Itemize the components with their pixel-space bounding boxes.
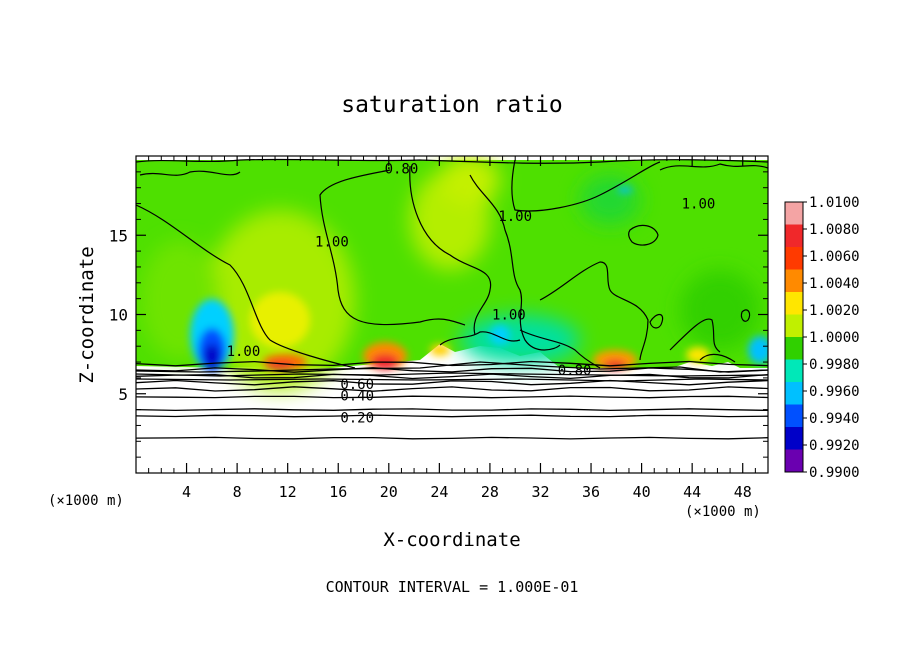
x-tick-label: 36 [582,483,600,501]
x-axis: 4 8 12 16 20 24 28 32 36 40 44 48 [148,156,756,501]
contour-line-low [136,395,768,399]
y-axis-label: Z-coordinate [76,246,98,383]
contour-label: 1.00 [227,344,261,360]
contour-interval-note: CONTOUR INTERVAL = 1.000E-01 [326,578,579,596]
lower-contours [136,360,768,440]
contour-label: 1.00 [498,209,532,225]
y-tick-label: 10 [109,306,128,325]
contour-label: 1.00 [682,197,716,213]
contour-line-low [136,379,768,386]
x-tick-label: 48 [734,483,752,501]
x-tick-label: 44 [683,483,701,501]
contour-line-low [136,367,768,373]
x-tick-label: 16 [329,483,347,501]
contour-label: 0.60 [340,377,374,393]
colorbar-swatch [785,337,803,360]
contour-line-low [136,414,768,418]
colorbar-swatch [785,269,803,293]
x-unit-right: (×1000 m) [685,504,761,520]
chart-title: saturation ratio [341,92,563,118]
contour-line-low [136,360,768,367]
colorbar-label: 0.9940 [809,411,860,427]
contour-label: 0.80 [385,162,419,178]
contour-label: 0.40 [340,388,374,404]
colorbar-label: 1.0060 [809,249,860,265]
contour-line-low [136,436,768,440]
x-tick-label: 12 [279,483,297,501]
x-tick-label: 40 [633,483,651,501]
colorbar-label: 0.9980 [809,357,860,373]
colorbar-swatch [785,382,803,405]
x-tick-label: 20 [380,483,398,501]
colorbar-label: 1.0080 [809,222,860,238]
contour-line-low [136,373,768,380]
colorbar-swatch [785,404,803,428]
contour-labels: 0.80 1.00 1.00 1.00 1.00 1.00 0.80 0.600.40 0.20 [227,162,716,427]
colorbar-swatch [785,314,803,338]
colorbar-label: 1.0000 [809,330,860,346]
colorbar-label: 1.0020 [809,303,860,319]
colorbar: 1.0100 1.0080 1.0060 1.0040 1.0020 1.0000 0.99… [784,195,860,481]
contour-line-low [136,386,768,392]
colorbar-swatch [785,202,803,225]
contour-label: 0.80 [558,363,592,379]
colorbar-swatch [785,427,803,450]
low-level-contours [136,361,768,382]
colorbar-swatch [785,247,803,270]
y-tick-label: 5 [118,385,128,404]
colorbar-label: 1.0040 [809,276,860,292]
contour-lines [136,158,768,369]
y-tick-label: 15 [109,226,128,245]
contour-line-low [136,408,768,412]
x-unit-left: (×1000 m) [48,493,124,509]
x-tick-label: 32 [531,483,549,501]
colorbar-label: 0.9900 [809,465,860,481]
colorbar-swatch [785,292,803,315]
y-axis: 5 10 15 [109,171,768,458]
x-tick-label: 4 [182,483,191,501]
x-tick-label: 28 [481,483,499,501]
contour-label: 0.20 [340,411,374,427]
colorbar-swatch [785,224,803,248]
x-tick-label: 24 [430,483,448,501]
colorbar-swatch [785,449,803,473]
contour-label: 1.00 [492,308,526,324]
plot-area: 0.80 1.00 1.00 1.00 1.00 1.00 0.80 0.600.40 0.20 [136,156,768,473]
x-axis-label: X-coordinate [383,529,520,551]
colorbar-swatch [785,359,803,383]
colorbar-label: 1.0100 [809,195,860,211]
colorbar-label: 0.9960 [809,384,860,400]
contour-label: 1.00 [315,235,349,251]
colorbar-label: 0.9920 [809,438,860,454]
x-tick-label: 8 [233,483,242,501]
